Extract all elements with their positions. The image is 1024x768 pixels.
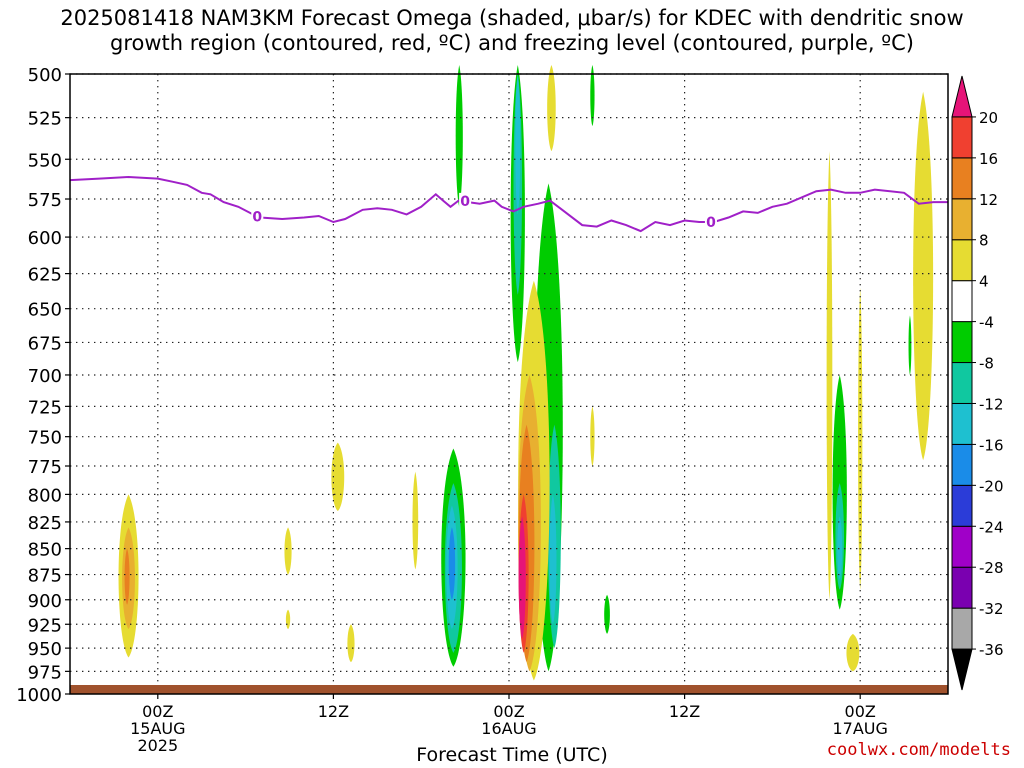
x-tick-label: 00Z bbox=[142, 702, 173, 721]
y-tick-label: 775 bbox=[28, 457, 62, 478]
x-tick-label: 12Z bbox=[669, 702, 700, 721]
grid-lines bbox=[70, 73, 948, 694]
freezing-level-line bbox=[69, 175, 948, 233]
y-tick-label: 825 bbox=[28, 513, 62, 534]
colorbar-label: -20 bbox=[979, 477, 1004, 495]
y-tick-label: 600 bbox=[28, 228, 62, 249]
colorbar-label: 20 bbox=[979, 109, 998, 127]
y-tick-label: 650 bbox=[28, 300, 62, 321]
omega-region-31 bbox=[837, 516, 843, 580]
plot-area bbox=[70, 74, 948, 694]
colorbar-label: -16 bbox=[979, 436, 1004, 454]
colorbar-label: 4 bbox=[979, 273, 989, 291]
y-tick-label: 500 bbox=[28, 65, 62, 86]
freezing-label-bg bbox=[459, 192, 472, 209]
colorbar-band bbox=[951, 198, 973, 241]
y-tick-label: 550 bbox=[28, 150, 62, 171]
colorbar-band bbox=[951, 116, 973, 159]
colorbar-band bbox=[951, 566, 973, 609]
y-tick-label: 950 bbox=[28, 639, 62, 660]
colorbar-band bbox=[951, 280, 973, 323]
colorbar-band bbox=[951, 402, 973, 445]
x-tick-date: 15AUG bbox=[130, 719, 185, 738]
omega-region-24 bbox=[547, 65, 556, 152]
colorbar-label: -24 bbox=[979, 518, 1004, 536]
x-tick-label: 00Z bbox=[845, 702, 876, 721]
y-tick-label: 750 bbox=[28, 428, 62, 449]
colorbar-bottom-arrow bbox=[951, 648, 973, 691]
freezing-level-label: 0 bbox=[460, 194, 470, 210]
colorbar-band bbox=[951, 525, 973, 568]
colorbar-band bbox=[951, 321, 973, 364]
freezing-level-label: 0 bbox=[252, 209, 262, 225]
colorbar-label: 16 bbox=[979, 150, 998, 168]
colorbar-top-arrow bbox=[951, 75, 973, 118]
omega-region-33 bbox=[858, 287, 863, 590]
colorbar-band bbox=[951, 239, 973, 282]
omega-region-4 bbox=[284, 527, 292, 575]
x-tick-date: 16AUG bbox=[481, 719, 536, 738]
colorbar-band bbox=[951, 607, 973, 650]
freezing-level-contour: 0 0 0 bbox=[69, 175, 948, 233]
axes: 500 525 550 575 600 625 650 675 700 725 750 775 800 8… bbox=[16, 65, 949, 755]
omega-region-35 bbox=[908, 315, 912, 375]
omega-region-26 bbox=[604, 594, 610, 634]
x-tick-label: 12Z bbox=[318, 702, 349, 721]
omega-region-25 bbox=[590, 65, 595, 127]
y-tick-label: 625 bbox=[28, 265, 62, 286]
y-tick-label: 875 bbox=[28, 566, 62, 587]
y-tick-label: 1000 bbox=[16, 685, 62, 706]
omega-region-2 bbox=[124, 548, 130, 605]
colorbar-label: -28 bbox=[979, 559, 1004, 577]
colorbar-label: -36 bbox=[979, 641, 1004, 659]
x-tick-year: 2025 bbox=[137, 736, 178, 755]
y-tick-label: 975 bbox=[28, 662, 62, 683]
x-tick-date: 17AUG bbox=[832, 719, 887, 738]
colorbar-label: -32 bbox=[979, 600, 1004, 618]
colorbar-band bbox=[951, 157, 973, 200]
y-tick-label: 850 bbox=[28, 540, 62, 561]
omega-region-32 bbox=[846, 633, 860, 672]
y-tick-label: 675 bbox=[28, 333, 62, 354]
freezing-level-label: 0 bbox=[706, 215, 716, 231]
x-tick-label: 00Z bbox=[493, 702, 524, 721]
colorbar-band bbox=[951, 484, 973, 527]
watermark: coolwx.com/modelts bbox=[826, 740, 1011, 760]
colorbar-label: -8 bbox=[979, 355, 994, 373]
omega-region-6 bbox=[347, 624, 355, 663]
colorbar-label: -4 bbox=[979, 314, 994, 332]
y-tick-label: 725 bbox=[28, 397, 62, 418]
omega-region-12 bbox=[448, 527, 456, 600]
omega-region-34 bbox=[913, 91, 934, 461]
colorbar-label: 8 bbox=[979, 232, 989, 250]
y-tick-label: 900 bbox=[28, 591, 62, 612]
omega-region-7 bbox=[412, 471, 419, 570]
omega-region-15 bbox=[515, 74, 521, 215]
colorbar: -36 -32 -28 -24 -20 -16 -12 -8 -4 4 8 12 16 20 bbox=[951, 75, 1004, 691]
ground-surface bbox=[70, 685, 948, 694]
y-tick-label: 575 bbox=[28, 190, 62, 211]
colorbar-label: -12 bbox=[979, 395, 1004, 413]
omega-region-28 bbox=[826, 151, 833, 600]
colorbar-band bbox=[951, 362, 973, 404]
y-tick-label: 800 bbox=[28, 485, 62, 506]
freezing-label-bg bbox=[251, 208, 264, 225]
colorbar-band bbox=[951, 443, 973, 486]
chart-title-line-2: growth region (contoured, red, ºC) and f… bbox=[110, 31, 914, 55]
y-tick-label: 525 bbox=[28, 109, 62, 130]
x-axis-label: Forecast Time (UTC) bbox=[416, 744, 608, 766]
omega-region-18 bbox=[549, 494, 557, 625]
ground-fill bbox=[70, 685, 948, 694]
freezing-label-bg bbox=[704, 214, 717, 231]
y-tick-label: 700 bbox=[28, 366, 62, 387]
colorbar-label: 12 bbox=[979, 191, 998, 209]
y-tick-label: 925 bbox=[28, 615, 62, 636]
chart-title-line-1: 2025081418 NAM3KM Forecast Omega (shaded… bbox=[60, 6, 964, 30]
omega-region-8 bbox=[455, 65, 463, 207]
omega-region-23 bbox=[518, 516, 526, 639]
